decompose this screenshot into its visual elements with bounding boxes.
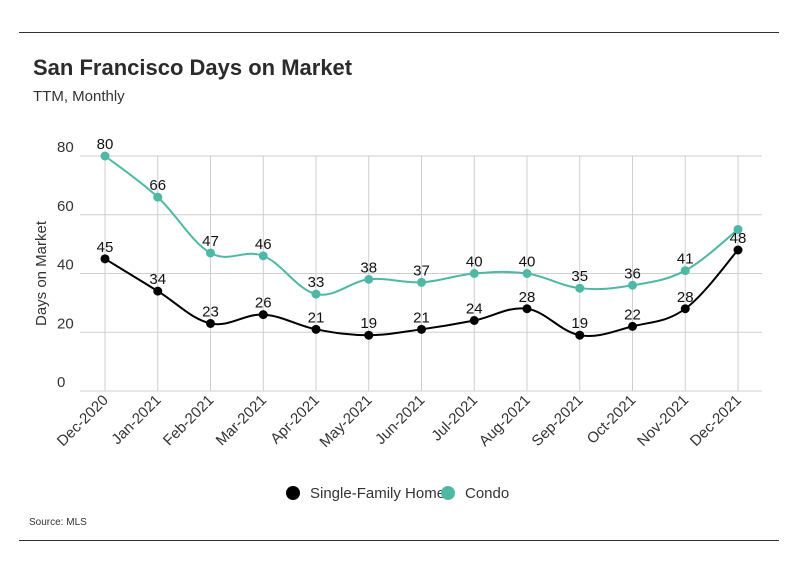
x-tick-labels: Dec-2020Jan-2021Feb-2021Mar-2021Apr-2021… (54, 392, 745, 451)
x-tick-label: Feb-2021 (160, 392, 217, 449)
data-label: 45 (97, 239, 114, 256)
data-label: 22 (624, 306, 641, 323)
x-tick-label: Dec-2021 (687, 392, 745, 450)
data-point (575, 330, 585, 340)
data-label: 38 (360, 259, 377, 276)
x-tick-label: Apr-2021 (267, 392, 323, 448)
data-point (153, 286, 163, 296)
x-tick-label: Oct-2021 (584, 392, 640, 448)
y-tick-labels: 0 20 40 60 80 (57, 139, 74, 391)
data-point (469, 269, 479, 278)
chart-title: San Francisco Days on Market (33, 55, 353, 80)
data-label: 36 (624, 265, 641, 282)
data-label: 21 (308, 309, 325, 326)
data-point (258, 310, 268, 320)
chart-subtitle: TTM, Monthly (33, 88, 125, 105)
data-point (364, 330, 374, 340)
data-label: 66 (149, 177, 166, 194)
data-label: 37 (413, 262, 430, 279)
data-label: 48 (730, 230, 747, 247)
data-point (733, 224, 743, 234)
y-tick-label: 0 (57, 374, 65, 391)
data-point (417, 277, 426, 287)
data-point (100, 151, 110, 161)
data-point (575, 283, 585, 293)
legend-label: Single-Family Home (310, 485, 445, 502)
y-tick-label: 60 (57, 198, 74, 215)
data-label: 23 (202, 303, 219, 320)
data-label: 40 (466, 254, 483, 271)
y-tick-label: 40 (57, 257, 74, 274)
legend-marker (441, 486, 455, 500)
data-point (628, 280, 637, 290)
data-label: 19 (360, 315, 377, 332)
legend-marker (286, 486, 300, 500)
x-tick-label: Jul-2021 (428, 392, 481, 445)
y-tick-label: 80 (57, 139, 74, 156)
x-tick-label: Mar-2021 (213, 392, 270, 449)
data-point (522, 304, 532, 314)
x-tick-label: Jun-2021 (372, 392, 428, 448)
y-tick-label: 20 (57, 315, 74, 332)
data-label: 46 (255, 236, 272, 253)
data-label: 47 (202, 233, 219, 250)
data-point (258, 251, 268, 261)
data-point (100, 254, 110, 264)
data-label: 35 (571, 268, 588, 285)
data-point (628, 321, 637, 331)
y-axis-title: Days on Market (33, 220, 50, 326)
x-tick-label: Sep-2021 (529, 392, 587, 450)
data-label: 33 (308, 274, 325, 291)
x-tick-label: Nov-2021 (634, 392, 692, 450)
bottom-rule (19, 540, 779, 541)
top-rule (19, 32, 779, 33)
data-point (680, 266, 690, 276)
data-label: 28 (677, 289, 694, 306)
data-label: 21 (413, 309, 430, 326)
source-note: Source: MLS (29, 517, 87, 528)
x-tick-label: Jan-2021 (108, 392, 164, 448)
data-point (311, 324, 321, 334)
data-label: 28 (519, 289, 536, 306)
data-point (733, 245, 743, 255)
data-point (522, 269, 532, 278)
data-point (469, 316, 479, 325)
data-label: 41 (677, 251, 694, 268)
data-label: 24 (466, 301, 483, 318)
data-point (680, 304, 690, 314)
data-label: 26 (255, 295, 272, 312)
x-tick-label: Dec-2020 (54, 392, 112, 450)
data-point (206, 318, 215, 328)
data-point (153, 192, 163, 202)
data-labels: 45 34 23 26 21 19 21 24 28 19 22 28 48 80 66 47 46 33 38 37… (97, 136, 747, 332)
x-tick-label: Aug-2021 (476, 392, 534, 450)
x-tick-label: May-2021 (316, 392, 375, 451)
data-point (206, 248, 215, 258)
data-label: 19 (571, 315, 588, 332)
legend: Single-Family Home Condo (286, 485, 509, 502)
data-point (311, 289, 321, 299)
data-label: 40 (519, 254, 536, 271)
data-label: 34 (149, 271, 166, 288)
data-label: 80 (97, 136, 114, 153)
data-point (364, 274, 374, 284)
data-point (417, 324, 426, 334)
legend-label: Condo (465, 485, 509, 502)
data-points (100, 151, 743, 340)
